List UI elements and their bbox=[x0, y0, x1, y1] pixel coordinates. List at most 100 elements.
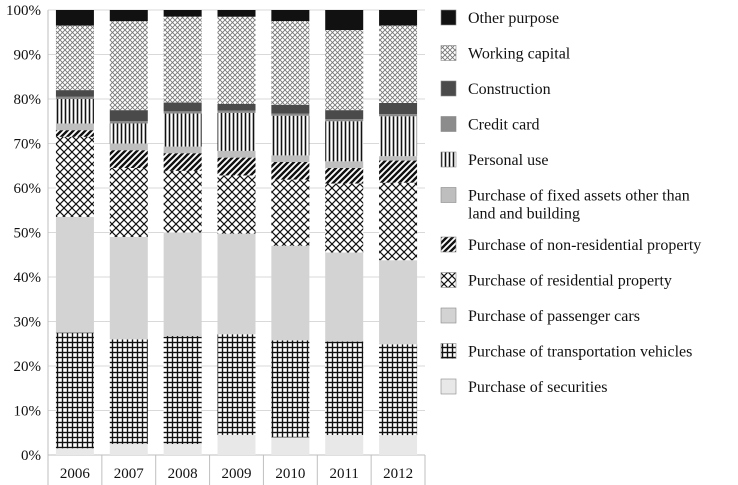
legend-label-purchase-of-residential-property: Purchase of residential property bbox=[468, 273, 672, 290]
bar-segment-construction-2008 bbox=[163, 102, 202, 112]
bar-segment-credit-card-2010 bbox=[271, 113, 310, 116]
bar-segment-purchase-of-transportation-vehicles-2011 bbox=[325, 341, 364, 435]
x-tick-label: 2010 bbox=[275, 466, 305, 482]
bar-segment-purchase-of-non-residential-property-2007 bbox=[109, 150, 148, 168]
bar-segment-purchase-of-non-residential-property-2011 bbox=[325, 167, 364, 184]
bar-segment-purchase-of-passenger-cars-2012 bbox=[379, 260, 418, 345]
bar-segment-purchase-of-residential-property-2012 bbox=[379, 182, 418, 261]
bar-segment-purchase-of-passenger-cars-2011 bbox=[325, 252, 364, 342]
bar-segment-working-capital-2010 bbox=[271, 21, 310, 105]
bar-segment-working-capital-2011 bbox=[325, 30, 364, 111]
bar-segment-working-capital-2006 bbox=[55, 25, 94, 91]
bar-segment-purchase-of-residential-property-2010 bbox=[271, 179, 310, 246]
bar-segment-purchase-of-securities-2011 bbox=[325, 434, 364, 455]
legend-swatch-purchase-of-securities bbox=[440, 378, 457, 395]
legend: Other purpose Working capital Construction… bbox=[440, 9, 701, 396]
bar-segment-working-capital-2009 bbox=[217, 16, 256, 104]
legend-swatch-credit-card bbox=[440, 116, 457, 132]
bar-segment-credit-card-2008 bbox=[163, 111, 202, 114]
bar-segment-personal-use-2010 bbox=[271, 115, 310, 156]
bar-segment-construction-2012 bbox=[379, 102, 418, 115]
legend-swatch-other-purpose bbox=[440, 9, 457, 26]
legend-label-line: land and building bbox=[468, 206, 580, 223]
y-tick-label: 80% bbox=[14, 92, 42, 108]
bar-segment-working-capital-2008 bbox=[163, 16, 202, 103]
bar-segment-purchase-of-fixed-assets-other-than-land-and-building-2008 bbox=[163, 146, 202, 154]
bar-segment-purchase-of-transportation-vehicles-2012 bbox=[379, 344, 418, 436]
legend-swatch-working-capital bbox=[440, 45, 457, 61]
bar-segment-personal-use-2011 bbox=[325, 121, 364, 162]
legend-swatch-purchase-of-passenger-cars bbox=[440, 307, 457, 324]
bar-segment-purchase-of-passenger-cars-2007 bbox=[109, 236, 148, 340]
bar-segment-purchase-of-transportation-vehicles-2007 bbox=[109, 339, 148, 444]
y-tick-label: 70% bbox=[14, 137, 42, 153]
bar-segment-other-purpose-2006 bbox=[55, 10, 94, 26]
bar-segment-construction-2006 bbox=[55, 90, 94, 97]
bar-segment-purchase-of-securities-2012 bbox=[379, 435, 418, 455]
legend-swatch-purchase-of-fixed-assets-other-than-land-and-building bbox=[440, 187, 457, 203]
bar-segment-purchase-of-passenger-cars-2006 bbox=[55, 216, 94, 333]
bar-segment-construction-2007 bbox=[109, 110, 148, 122]
x-tick-label: 2008 bbox=[168, 466, 198, 482]
bar-segment-credit-card-2012 bbox=[379, 114, 418, 117]
bar-segment-other-purpose-2010 bbox=[271, 10, 310, 22]
y-tick-label: 0% bbox=[21, 448, 41, 464]
bar-segment-purchase-of-passenger-cars-2009 bbox=[217, 233, 256, 335]
bar-segment-working-capital-2007 bbox=[109, 21, 148, 111]
legend-label-construction: Construction bbox=[468, 81, 551, 98]
bar-segment-working-capital-2012 bbox=[379, 25, 418, 103]
bar-segment-purchase-of-fixed-assets-other-than-land-and-building-2009 bbox=[217, 150, 256, 158]
bar-segment-purchase-of-fixed-assets-other-than-land-and-building-2007 bbox=[109, 143, 148, 151]
legend-label-purchase-of-passenger-cars: Purchase of passenger cars bbox=[468, 308, 640, 325]
bar-segment-personal-use-2009 bbox=[217, 112, 256, 151]
y-tick-label: 40% bbox=[14, 270, 42, 286]
bar-segment-other-purpose-2007 bbox=[109, 10, 148, 22]
bar-segment-purchase-of-passenger-cars-2010 bbox=[271, 245, 310, 341]
x-tick-label: 2012 bbox=[383, 466, 413, 482]
bar-segment-purchase-of-non-residential-property-2008 bbox=[163, 153, 202, 171]
legend-label-personal-use: Personal use bbox=[468, 152, 548, 169]
legend-label-purchase-of-transportation-vehicles: Purchase of transportation vehicles bbox=[468, 344, 692, 361]
bar-segment-personal-use-2007 bbox=[109, 123, 148, 144]
bars bbox=[55, 10, 418, 455]
legend-label-purchase-of-non-residential-property: Purchase of non-residential property bbox=[468, 237, 701, 254]
bar-segment-purchase-of-transportation-vehicles-2006 bbox=[55, 332, 94, 449]
legend-label-working-capital: Working capital bbox=[468, 46, 571, 63]
bar-segment-purchase-of-residential-property-2011 bbox=[325, 183, 364, 253]
legend-swatch-purchase-of-non-residential-property bbox=[440, 236, 457, 253]
y-tick-label: 10% bbox=[14, 404, 42, 420]
bar-segment-purchase-of-residential-property-2009 bbox=[217, 175, 256, 234]
bar-segment-purchase-of-non-residential-property-2012 bbox=[379, 160, 418, 183]
bar-segment-purchase-of-residential-property-2008 bbox=[163, 170, 202, 233]
legend-swatch-personal-use bbox=[440, 151, 457, 168]
bar-segment-other-purpose-2012 bbox=[379, 10, 418, 26]
bar-segment-purchase-of-securities-2009 bbox=[217, 434, 256, 455]
x-tick-label: 2009 bbox=[222, 466, 252, 482]
bar-segment-credit-card-2009 bbox=[217, 110, 256, 113]
bar-segment-purchase-of-securities-2008 bbox=[163, 443, 202, 455]
y-tick-label: 60% bbox=[14, 181, 42, 197]
bar-segment-purchase-of-fixed-assets-other-than-land-and-building-2006 bbox=[55, 123, 94, 131]
y-tick-label: 20% bbox=[14, 359, 42, 375]
bar-segment-purchase-of-securities-2007 bbox=[109, 443, 148, 455]
bar-segment-other-purpose-2008 bbox=[163, 10, 202, 17]
bar-segment-purchase-of-fixed-assets-other-than-land-and-building-2011 bbox=[325, 161, 364, 168]
y-tick-label: 100% bbox=[6, 3, 41, 19]
bar-segment-construction-2010 bbox=[271, 104, 310, 114]
bar-segment-credit-card-2007 bbox=[109, 121, 148, 124]
bar-segment-purchase-of-passenger-cars-2008 bbox=[163, 232, 202, 337]
bar-segment-purchase-of-transportation-vehicles-2009 bbox=[217, 334, 256, 435]
legend-swatch-purchase-of-transportation-vehicles bbox=[440, 343, 457, 359]
bar-segment-other-purpose-2011 bbox=[325, 10, 364, 31]
legend-swatch-purchase-of-residential-property bbox=[440, 272, 457, 288]
bar-segment-credit-card-2011 bbox=[325, 119, 364, 122]
bar-segment-credit-card-2006 bbox=[55, 96, 94, 99]
legend-label-purchase-of-securities: Purchase of securities bbox=[468, 379, 608, 396]
bar-segment-purchase-of-transportation-vehicles-2010 bbox=[271, 340, 310, 438]
bar-segment-purchase-of-fixed-assets-other-than-land-and-building-2010 bbox=[271, 155, 310, 163]
y-tick-label: 30% bbox=[14, 315, 42, 331]
legend-label-credit-card: Credit card bbox=[468, 117, 540, 134]
y-tick-label: 50% bbox=[14, 226, 42, 242]
legend-swatch-construction bbox=[440, 80, 457, 97]
